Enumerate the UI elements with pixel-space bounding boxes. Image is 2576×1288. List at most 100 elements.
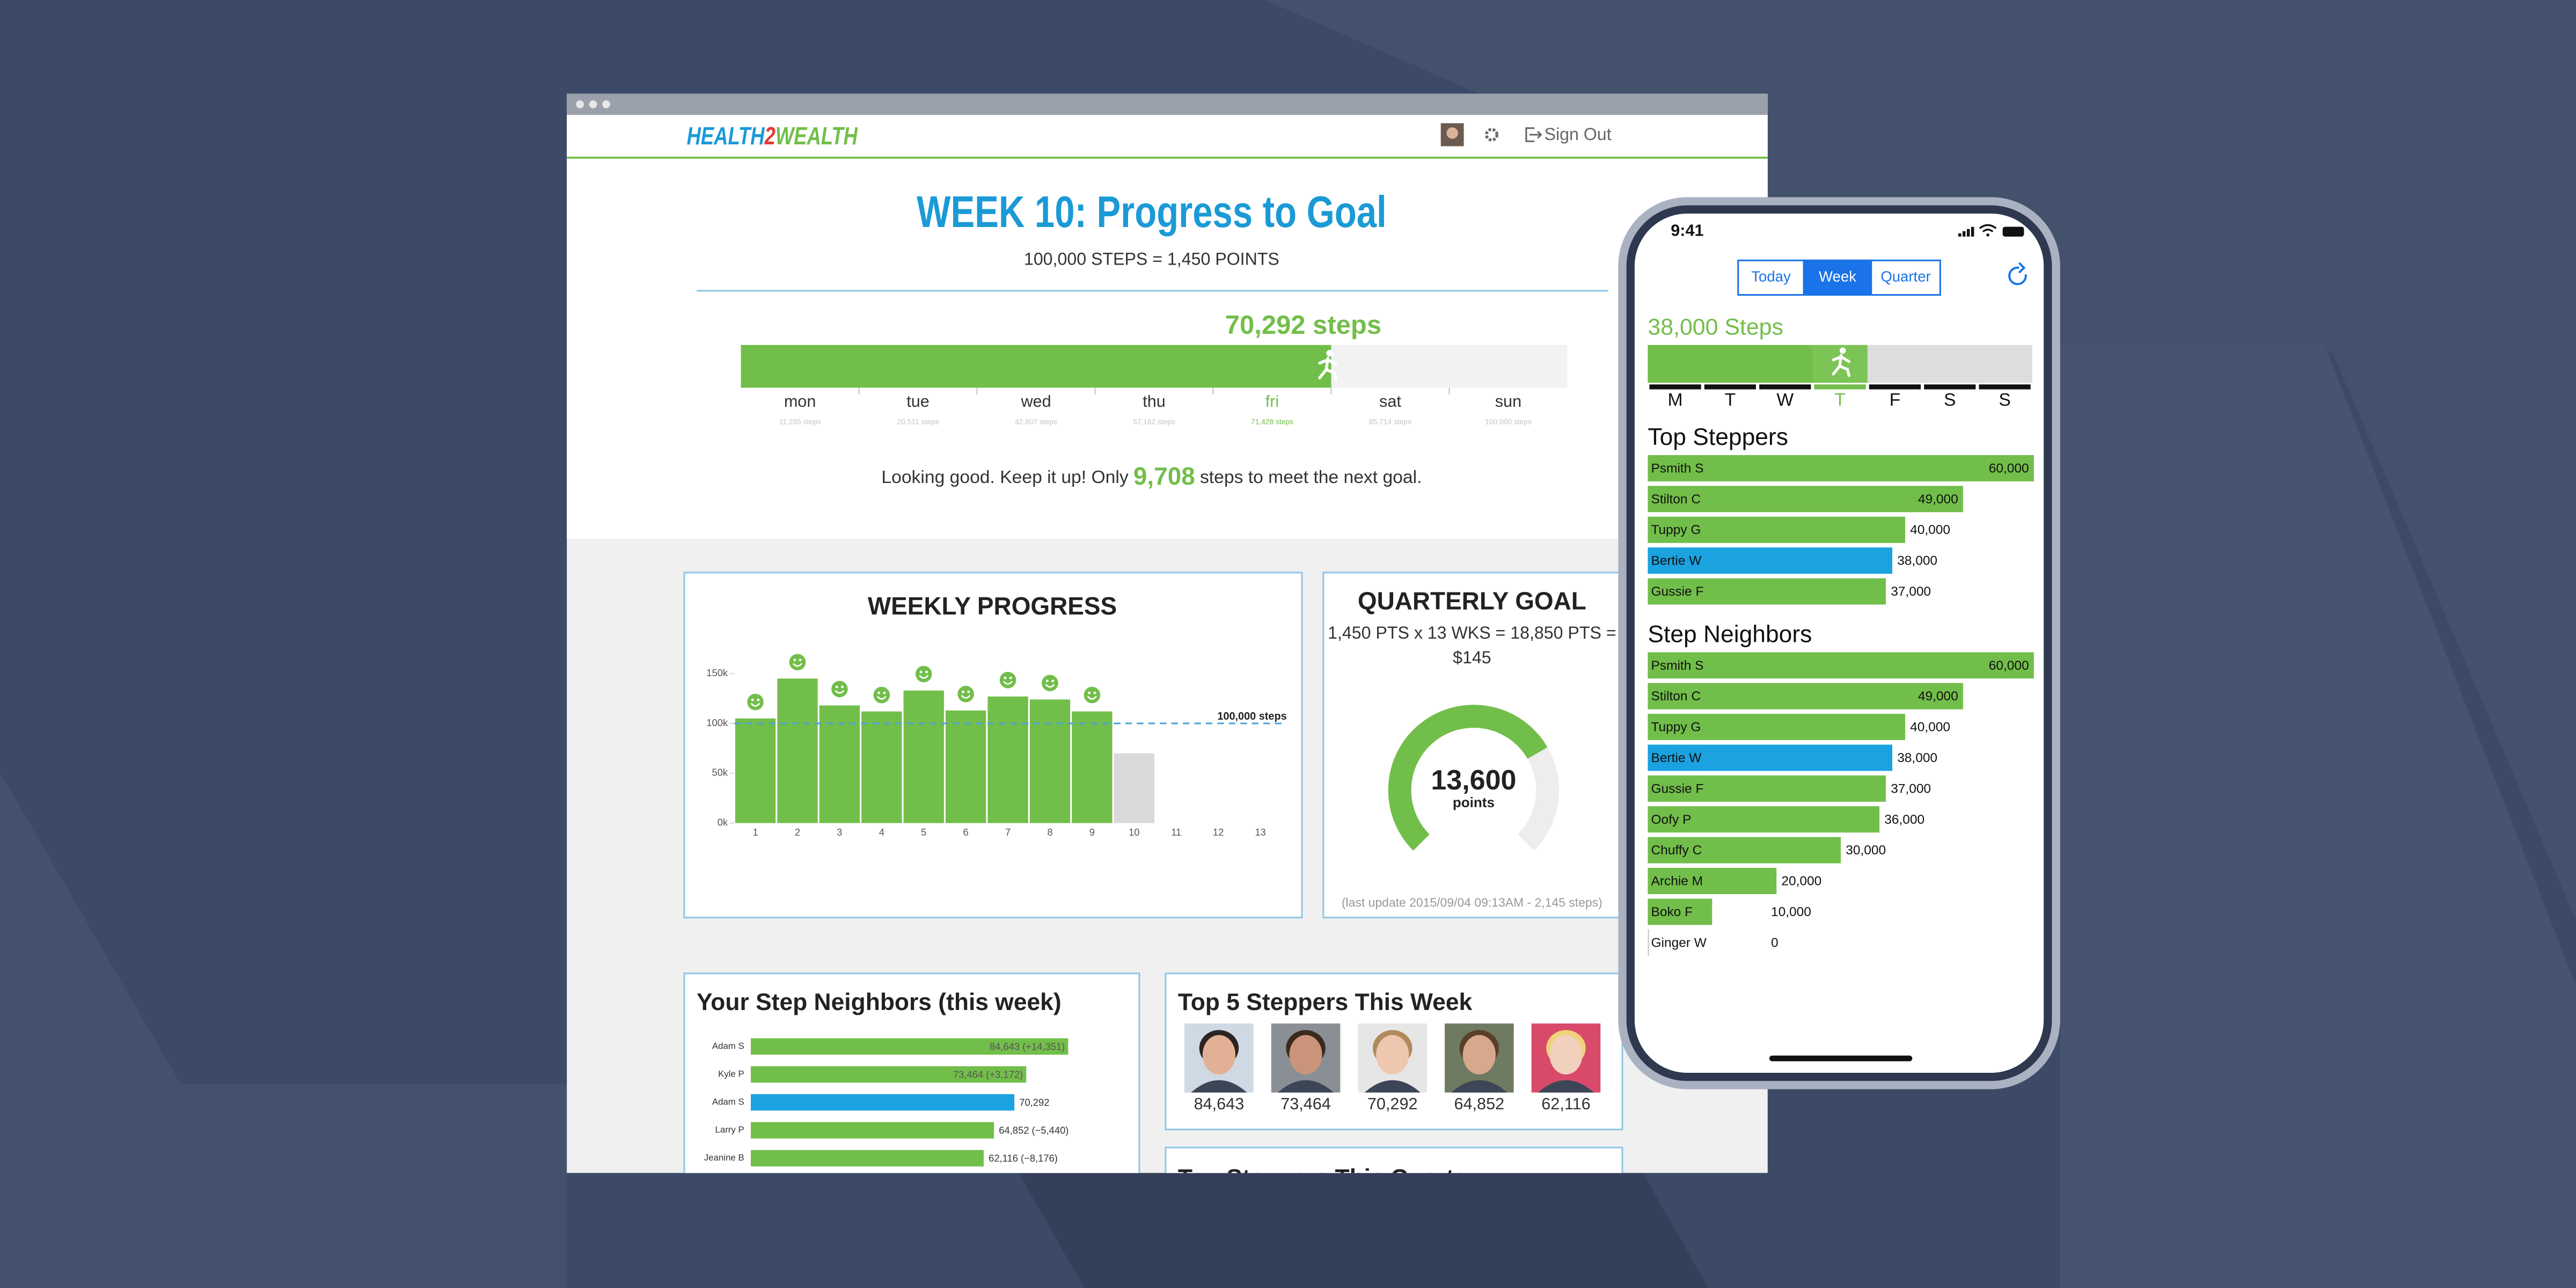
x-tick-label: 7: [1005, 826, 1011, 838]
day-steps: 100,000 steps: [1485, 418, 1532, 426]
smiley-mouth: [1045, 684, 1055, 688]
smiley-eye: [1051, 679, 1055, 683]
photo-face: [1202, 1035, 1236, 1075]
x-tick-label: 1: [752, 826, 758, 838]
signal-bar: [1958, 233, 1962, 237]
tab[interactable]: [1737, 259, 1805, 296]
logo-part: HEALTH: [687, 122, 765, 150]
panel-title: Your Step Neighbors (this week): [697, 989, 1062, 1015]
refresh-icon[interactable]: [2008, 262, 2027, 286]
list-value: 37,000: [1891, 584, 1931, 599]
list-name: Psmith S: [1651, 658, 1704, 673]
bar: [903, 690, 944, 823]
list-value: 36,000: [1884, 813, 1924, 827]
day-segment: [1979, 384, 2031, 390]
day-steps: 71,428 steps: [1251, 418, 1293, 426]
stepper-steps: 70,292: [1367, 1095, 1418, 1113]
bar: [1029, 699, 1071, 823]
list-value: 49,000: [1918, 689, 1958, 704]
day-steps: 57,162 steps: [1133, 418, 1175, 426]
x-tick-label: 4: [879, 826, 884, 838]
steps-label: 70,292 steps: [1225, 311, 1381, 340]
list-name: Tuppy G: [1651, 523, 1701, 537]
home-indicator: [1769, 1055, 1913, 1062]
list-name: Boko F: [1651, 905, 1693, 919]
stepper-steps: 84,643: [1194, 1095, 1245, 1113]
phone-steps: 38,000 Steps: [1648, 314, 1783, 340]
list-bar: [1648, 455, 2034, 481]
list-name: Gussie F: [1651, 781, 1704, 796]
list-value: 38,000: [1897, 751, 1937, 765]
smiley-eye: [835, 685, 838, 689]
smiley: [831, 680, 848, 698]
list-value: 40,000: [1910, 720, 1950, 735]
last-update: (last update 2015/09/04 09:13AM - 2,145 …: [1342, 896, 1602, 910]
smiley-mouth: [1087, 696, 1097, 700]
photo-face: [1289, 1035, 1322, 1075]
phone: 9:41 Today Week Quarter 38,000 Steps M T W T F S S T…: [1618, 197, 2060, 1089]
photo-body: [1191, 1080, 1247, 1093]
smiley-eye: [751, 698, 754, 701]
day-segment: [1924, 384, 1976, 390]
list-name: Oofy P: [1651, 813, 1692, 827]
chart-title: WEEKLY PROGRESS: [868, 592, 1117, 620]
list-bar: [1648, 837, 1841, 863]
window-dot: [589, 100, 597, 108]
x-tick-label: 13: [1255, 826, 1265, 838]
smiley: [1042, 675, 1058, 692]
signal-bar: [1962, 231, 1966, 237]
smiley: [1084, 686, 1101, 704]
tab[interactable]: [1870, 259, 1941, 296]
list-title: Step Neighbors: [1648, 621, 1812, 647]
y-tick-label: 50k: [712, 767, 728, 778]
tab-label[interactable]: Quarter: [1880, 268, 1930, 285]
neighbor-bar: [750, 1150, 984, 1167]
logo: HEALTH2WEALTH: [687, 122, 858, 150]
smiley: [747, 693, 764, 711]
sign-out-icon[interactable]: [1525, 127, 1542, 142]
sign-out[interactable]: Sign Out: [1545, 125, 1612, 144]
smiley-eye: [841, 685, 844, 689]
smiley-mouth: [919, 675, 929, 679]
day-label: sat: [1379, 392, 1401, 411]
target-label: 100,000 steps: [1217, 711, 1286, 722]
gauge-unit: points: [1453, 794, 1495, 810]
phone-progress-fill: [1648, 345, 1868, 383]
bar: [777, 678, 818, 823]
day-steps: 42,807 steps: [1015, 418, 1057, 426]
y-tick-label: 100k: [706, 717, 728, 728]
signal-bar: [1971, 226, 1974, 237]
smiley-eye: [1004, 676, 1007, 679]
smiley: [957, 685, 974, 702]
day-label: wed: [1020, 392, 1051, 411]
neighbor-bar: [750, 1094, 1015, 1111]
stepper-steps: 73,464: [1280, 1095, 1331, 1113]
tab-label[interactable]: Today: [1751, 268, 1791, 285]
smiley-mouth: [792, 663, 803, 667]
settings-icon[interactable]: [1485, 128, 1499, 142]
header: [567, 115, 1768, 539]
tab[interactable]: [1803, 259, 1872, 296]
runner-body: [1318, 356, 1338, 381]
title-bar: [567, 93, 1768, 115]
day-label: mon: [784, 392, 816, 411]
neighbor-name: Jeanine B: [704, 1153, 744, 1163]
avatar-face: [1446, 127, 1458, 139]
window-dot: [602, 100, 610, 108]
day-label: tue: [906, 392, 930, 411]
smiley-eye: [883, 691, 886, 694]
list-value: 38,000: [1897, 554, 1937, 568]
list-bar: [1648, 775, 1886, 802]
stepper-steps: 64,852: [1454, 1095, 1505, 1113]
gauge-fill: [1388, 705, 1548, 851]
neighbor-name: Kyle P: [718, 1069, 744, 1079]
list-bar: [1648, 714, 1905, 741]
x-tick-label: 2: [795, 826, 800, 838]
photo-body: [1538, 1080, 1594, 1093]
tab-label[interactable]: Week: [1819, 268, 1856, 285]
goal-formula: $145: [1453, 648, 1491, 667]
list-bar: [1648, 652, 2034, 679]
list-bar: [1648, 683, 1963, 709]
